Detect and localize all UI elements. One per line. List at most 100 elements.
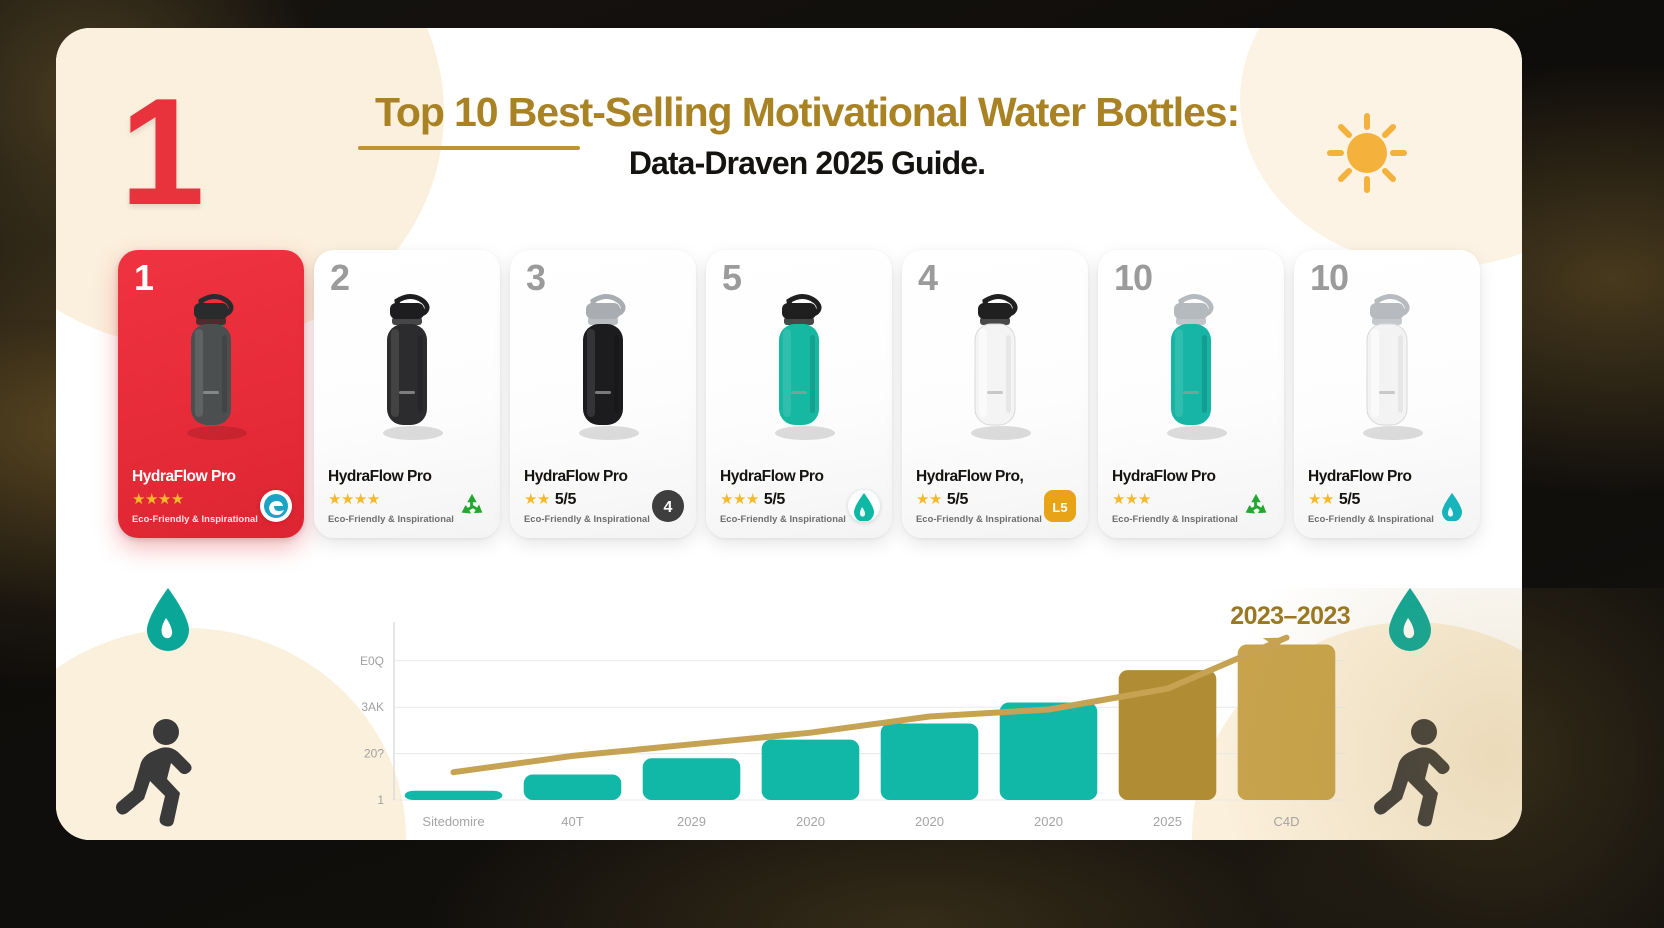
product-card[interactable]: 10 HydraFlow Pro ★★ 5/5 Eco-Friendly & I… — [1294, 250, 1480, 538]
y-axis-tick-label: E0Q — [360, 654, 384, 668]
product-rating: ★★★ — [1112, 490, 1270, 509]
product-rank: 4 — [918, 257, 938, 298]
product-score: 5/5 — [946, 490, 968, 508]
product-card[interactable]: 10 HydraFlow Pro ★★★ Eco-Friendly & Insp… — [1098, 250, 1284, 538]
product-name: HydraFlow Pro — [524, 467, 628, 485]
product-name: HydraFlow Pro — [720, 467, 824, 485]
product-rank: 3 — [526, 257, 546, 298]
product-rating: ★★ 5/5 — [1308, 490, 1466, 509]
product-score: 5/5 — [554, 490, 576, 508]
running-person-icon-right — [1362, 710, 1474, 835]
product-card-row: 1 HydraFlow Pro ★★★★ Eco-Friendly & Insp… — [118, 250, 1480, 538]
star-rating-icon: ★★ — [1308, 491, 1334, 508]
product-rating: ★★ 5/5 — [524, 490, 682, 509]
gold-square-icon: L5 — [1044, 490, 1076, 522]
bottle-image — [510, 274, 696, 452]
page-title: Top 10 Best-Selling Motivational Water B… — [374, 89, 1240, 135]
water-drop-icon — [1436, 490, 1468, 522]
product-rank: 10 — [1310, 257, 1349, 298]
product-caption: Eco-Friendly & Inspirational — [1112, 513, 1238, 524]
bottle-image — [706, 274, 892, 452]
chart-trend-arrowhead — [1262, 637, 1287, 655]
product-caption: Eco-Friendly & Inspirational — [1308, 513, 1434, 524]
star-rating-icon: ★★★ — [1112, 491, 1151, 508]
x-axis-tick-label: 2020 — [796, 814, 825, 829]
x-axis-tick-label: 2029 — [677, 814, 706, 829]
product-name: HydraFlow Pro — [1112, 467, 1216, 485]
product-rank: 10 — [1114, 257, 1153, 298]
product-rank: 1 — [134, 257, 154, 298]
edge-browser-icon — [260, 490, 292, 522]
hero-rank-number: 1 — [120, 67, 205, 237]
product-card[interactable]: 1 HydraFlow Pro ★★★★ Eco-Friendly & Insp… — [118, 250, 304, 538]
y-axis-tick-label: 20? — [364, 747, 384, 761]
page-subtitle: Data-Draven 2025 Guide. — [628, 145, 986, 182]
sun-icon — [1314, 100, 1420, 206]
x-axis-tick-label: 2025 — [1153, 814, 1182, 829]
recycle-icon — [456, 490, 488, 522]
bottle-image — [1294, 274, 1480, 452]
header-titles: Top 10 Best-Selling Motivational Water B… — [302, 88, 1312, 182]
x-axis-tick-label: C4D — [1273, 814, 1299, 829]
product-name: HydraFlow Pro — [132, 467, 236, 485]
svg-text:L5: L5 — [1052, 500, 1067, 515]
bottle-image — [902, 274, 1088, 452]
chart-bar — [761, 739, 860, 800]
product-info: HydraFlow Pro ★★ 5/5 Eco-Friendly & Insp… — [1308, 468, 1466, 524]
bottle-image — [118, 274, 304, 452]
product-caption: Eco-Friendly & Inspirational — [524, 513, 650, 524]
product-info: HydraFlow Pro ★★★ 5/5 Eco-Friendly & Ins… — [720, 468, 878, 524]
product-caption: Eco-Friendly & Inspirational — [720, 513, 846, 524]
product-card[interactable]: 2 HydraFlow Pro ★★★★ Eco-Friendly & Insp… — [314, 250, 500, 538]
x-axis-tick-label: 2020 — [1034, 814, 1063, 829]
water-drop-icon — [848, 490, 880, 522]
chart-bar — [1237, 644, 1336, 800]
product-name: HydraFlow Pro — [328, 467, 432, 485]
chart-bar — [523, 774, 622, 800]
star-rating-icon: ★★★ — [720, 491, 759, 508]
bottle-image — [1098, 274, 1284, 452]
product-score: 5/5 — [763, 490, 785, 508]
water-drop-icon-right — [1382, 584, 1438, 661]
chart-bar — [404, 790, 503, 800]
product-info: HydraFlow Pro ★★★★ Eco-Friendly & Inspir… — [132, 468, 290, 524]
product-info: HydraFlow Pro ★★★ Eco-Friendly & Inspira… — [1112, 468, 1270, 524]
infographic-canvas: 1 Top 10 Best-Selling Motivational Water… — [56, 28, 1522, 840]
product-rating: ★★★★ — [328, 490, 486, 509]
product-caption: Eco-Friendly & Inspirational — [132, 513, 258, 524]
title-underline — [358, 146, 580, 150]
product-rank: 2 — [330, 257, 350, 298]
x-axis-tick-label: 40T — [561, 814, 583, 829]
product-rating: ★★★ 5/5 — [720, 490, 878, 509]
product-rank: 5 — [722, 257, 742, 298]
product-card[interactable]: 4 HydraFlow Pro, ★★ 5/5 Eco-Friendly & I… — [902, 250, 1088, 538]
x-axis-tick-label: 2020 — [915, 814, 944, 829]
product-caption: Eco-Friendly & Inspirational — [916, 513, 1042, 524]
star-rating-icon: ★★★★ — [132, 491, 184, 508]
recycle-icon — [1240, 490, 1272, 522]
star-rating-icon: ★★ — [916, 491, 942, 508]
product-name: HydraFlow Pro — [1308, 467, 1412, 485]
product-name: HydraFlow Pro, — [916, 467, 1024, 485]
chart-annotation: 2023–2023 — [1230, 602, 1350, 630]
chart-bar — [1118, 670, 1217, 800]
chart-canvas: E0Q 3AK 20? 1 Sitedomire 40T 2029 2020 2020 2020 2… — [360, 622, 1346, 829]
running-person-icon-left — [104, 710, 216, 835]
number-four-badge-icon: 4 — [652, 490, 684, 522]
chart-trend-line — [450, 634, 1290, 776]
product-info: HydraFlow Pro, ★★ 5/5 Eco-Friendly & Ins… — [916, 468, 1074, 524]
product-card[interactable]: 5 HydraFlow Pro ★★★ 5/5 Eco-Friendly & I… — [706, 250, 892, 538]
y-axis-tick-label: 3AK — [361, 700, 384, 714]
star-rating-icon: ★★★★ — [328, 491, 380, 508]
star-rating-icon: ★★ — [524, 491, 550, 508]
product-rating: ★★ 5/5 — [916, 490, 1074, 509]
product-rating: ★★★★ — [132, 490, 290, 509]
product-info: HydraFlow Pro ★★★★ Eco-Friendly & Inspir… — [328, 468, 486, 524]
bottle-image — [314, 274, 500, 452]
chart-bar — [642, 758, 741, 800]
product-card[interactable]: 3 HydraFlow Pro ★★ 5/5 Eco-Friendly & In… — [510, 250, 696, 538]
x-axis-tick-label: Sitedomire — [422, 814, 484, 829]
y-axis-tick-label: 1 — [377, 793, 384, 807]
product-info: HydraFlow Pro ★★ 5/5 Eco-Friendly & Insp… — [524, 468, 682, 524]
